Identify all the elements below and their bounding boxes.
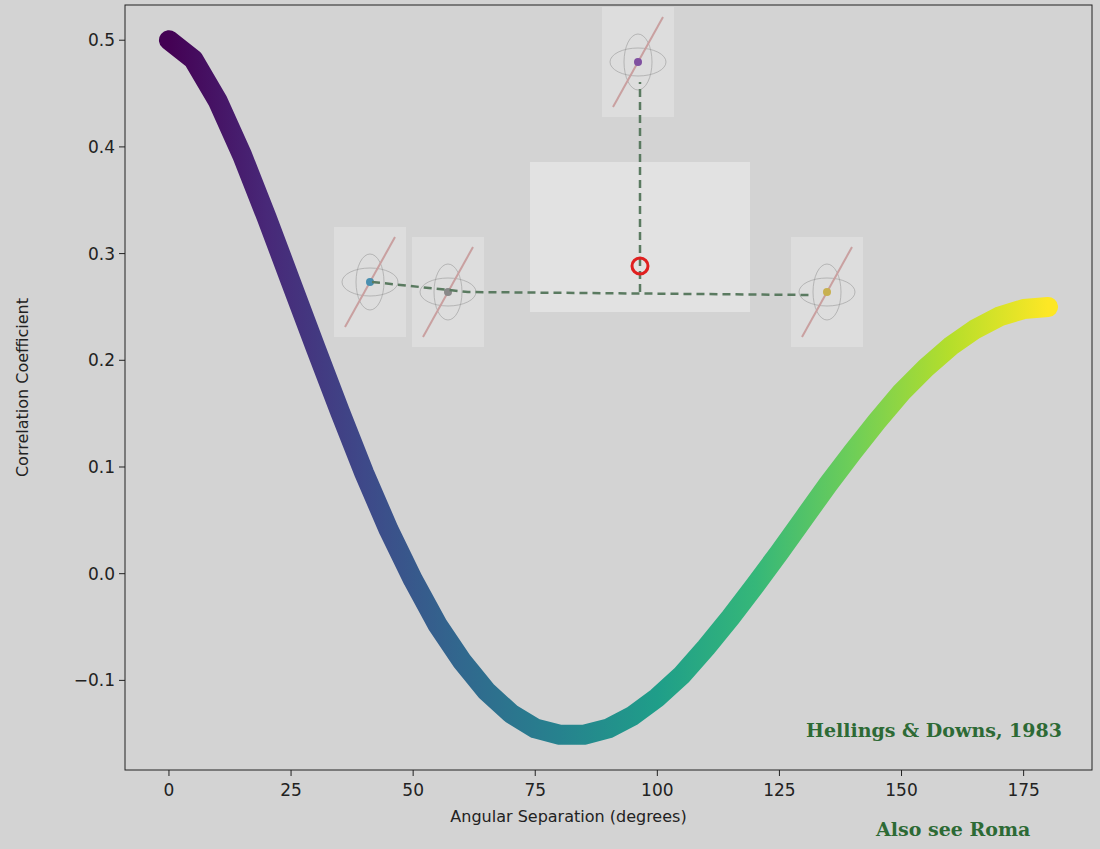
x-axis-title: Angular Separation (degrees) bbox=[450, 807, 686, 826]
dashed-link bbox=[372, 82, 812, 295]
pulsar-icon bbox=[791, 237, 863, 347]
pulsar bbox=[823, 288, 831, 296]
x-tick-label: 125 bbox=[763, 780, 795, 800]
x-tick-label: 75 bbox=[524, 780, 546, 800]
y-tick-label: 0.4 bbox=[88, 137, 115, 157]
pulsar-field bbox=[799, 278, 855, 306]
pulsar-icon bbox=[602, 7, 674, 117]
pulsar-beam bbox=[345, 237, 395, 327]
decoration bbox=[334, 7, 863, 347]
pulsar-beam bbox=[802, 247, 852, 337]
y-tick-label: −0.1 bbox=[74, 670, 115, 690]
hd-curve bbox=[169, 40, 1048, 735]
plot-area bbox=[169, 40, 1048, 735]
x-tick bbox=[657, 770, 658, 776]
y-axis-title: Correlation Coefficient bbox=[13, 298, 32, 477]
pulsar bbox=[634, 58, 642, 66]
pulsar-icon bbox=[334, 227, 406, 337]
y-tick bbox=[119, 146, 125, 147]
y-tick bbox=[119, 573, 125, 574]
y-tick-label: 0.2 bbox=[88, 350, 115, 370]
x-tick bbox=[901, 770, 902, 776]
x-tick-label: 50 bbox=[402, 780, 424, 800]
y-tick bbox=[119, 360, 125, 361]
y-tick bbox=[119, 680, 125, 681]
annotation: Also see Roma bbox=[875, 818, 1030, 840]
x-tick-label: 150 bbox=[885, 780, 917, 800]
x-tick-label: 0 bbox=[164, 780, 175, 800]
pulsar-icon bbox=[412, 237, 484, 347]
pulsar-field bbox=[610, 48, 666, 76]
earth-marker bbox=[632, 258, 648, 274]
background bbox=[0, 0, 1100, 849]
y-tick bbox=[119, 40, 125, 41]
plot-frame bbox=[125, 5, 1092, 770]
x-tick bbox=[168, 770, 169, 776]
x-tick-label: 100 bbox=[641, 780, 673, 800]
pulsar-field bbox=[342, 268, 398, 296]
y-tick bbox=[119, 253, 125, 254]
x-tick-label: 175 bbox=[1007, 780, 1039, 800]
x-tick-label: 25 bbox=[280, 780, 302, 800]
annotation: Hellings & Downs, 1983 bbox=[806, 719, 1062, 741]
y-tick bbox=[119, 466, 125, 467]
chart: 0 25 50 75 100 125 150 175 −0.1 0.0 0.1 0.2 0.3 0.4 0.… bbox=[0, 0, 1100, 849]
x-tick bbox=[1023, 770, 1024, 776]
pulsar-beam bbox=[613, 17, 663, 107]
y-tick-label: 0.0 bbox=[88, 564, 115, 584]
x-tick bbox=[535, 770, 536, 776]
y-tick-label: 0.5 bbox=[88, 30, 115, 50]
y-tick-label: 0.3 bbox=[88, 244, 115, 264]
x-tick bbox=[413, 770, 414, 776]
y-tick-label: 0.1 bbox=[88, 457, 115, 477]
x-tick bbox=[291, 770, 292, 776]
x-tick bbox=[779, 770, 780, 776]
